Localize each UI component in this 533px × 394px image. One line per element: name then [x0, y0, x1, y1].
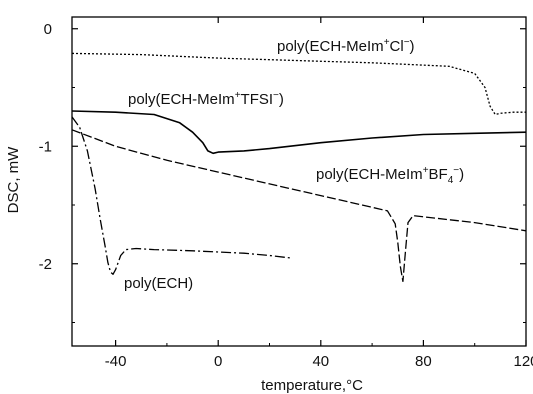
series-line-3: [71, 116, 291, 275]
series-label-3: poly(ECH): [124, 275, 193, 292]
series-line-1: [71, 110, 527, 155]
series-layer: [71, 52, 527, 283]
series-label-1: poly(ECH-MeIm+TFSI−): [128, 90, 284, 108]
plot-frame: [71, 16, 527, 347]
x-tick-label: 40: [312, 353, 329, 370]
labels-layer: poly(ECH-MeIm+Cl−) poly(ECH-MeIm+TFSI−) po…: [124, 37, 464, 292]
y-axis-title: DSC, mW: [5, 146, 22, 214]
series-label-2: poly(ECH-MeIm+BF4−): [316, 165, 464, 186]
y-tick-label: -2: [39, 256, 52, 273]
y-tick-label: -1: [39, 138, 52, 155]
x-tick-label: -40: [105, 353, 127, 370]
x-tick-label: 0: [214, 353, 222, 370]
x-tick-label: 120: [513, 353, 533, 370]
axes-layer: -40 0 40 80 120 0 -1 -2: [39, 16, 533, 370]
x-tick-label: 80: [415, 353, 432, 370]
x-axis-title: temperature,°C: [261, 377, 363, 394]
series-label-0: poly(ECH-MeIm+Cl−): [277, 37, 415, 55]
y-tick-label: 0: [44, 21, 52, 38]
series-line-2: [71, 129, 527, 283]
